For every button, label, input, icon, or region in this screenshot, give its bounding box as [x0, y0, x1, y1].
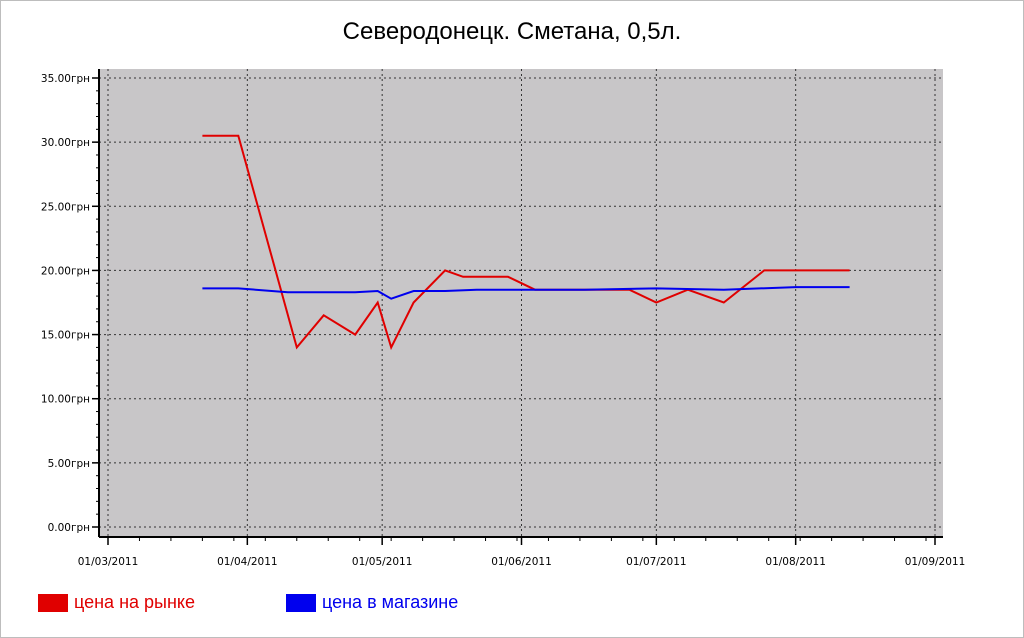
x-tick-label: 01/08/2011: [765, 556, 826, 568]
y-tick-label: 15.00грн: [41, 330, 90, 342]
chart-title: Северодонецк. Сметана, 0,5л.: [342, 18, 682, 45]
y-tick-label: 25.00грн: [41, 201, 90, 213]
legend-label-market: цена на рынке: [74, 592, 195, 612]
x-tick-label: 01/06/2011: [491, 556, 552, 568]
legend-item-store: цена в магазине: [286, 592, 458, 613]
y-tick-label: 20.00грн: [41, 265, 90, 277]
x-tick-label: 01/04/2011: [217, 556, 278, 568]
series-line-store: [202, 286, 850, 300]
y-tick-label: 10.00грн: [41, 394, 90, 406]
y-tick-label: 30.00грн: [41, 137, 90, 149]
x-tick-label: 01/03/2011: [78, 556, 139, 568]
legend-swatch-market: [38, 593, 68, 612]
x-tick-label: 01/09/2011: [905, 556, 966, 568]
series-line-market: [202, 134, 850, 351]
x-tick-label: 01/05/2011: [352, 556, 413, 568]
y-tick-label: 35.00грн: [41, 73, 90, 85]
x-tick-label: 01/07/2011: [626, 556, 687, 568]
legend-item-market: цена на рынке: [38, 592, 195, 613]
legend-swatch-store: [286, 593, 316, 612]
legend-label-store: цена в магазине: [322, 592, 459, 612]
y-tick-label: 0.00грн: [48, 522, 90, 534]
y-tick-label: 5.00грн: [48, 458, 90, 470]
